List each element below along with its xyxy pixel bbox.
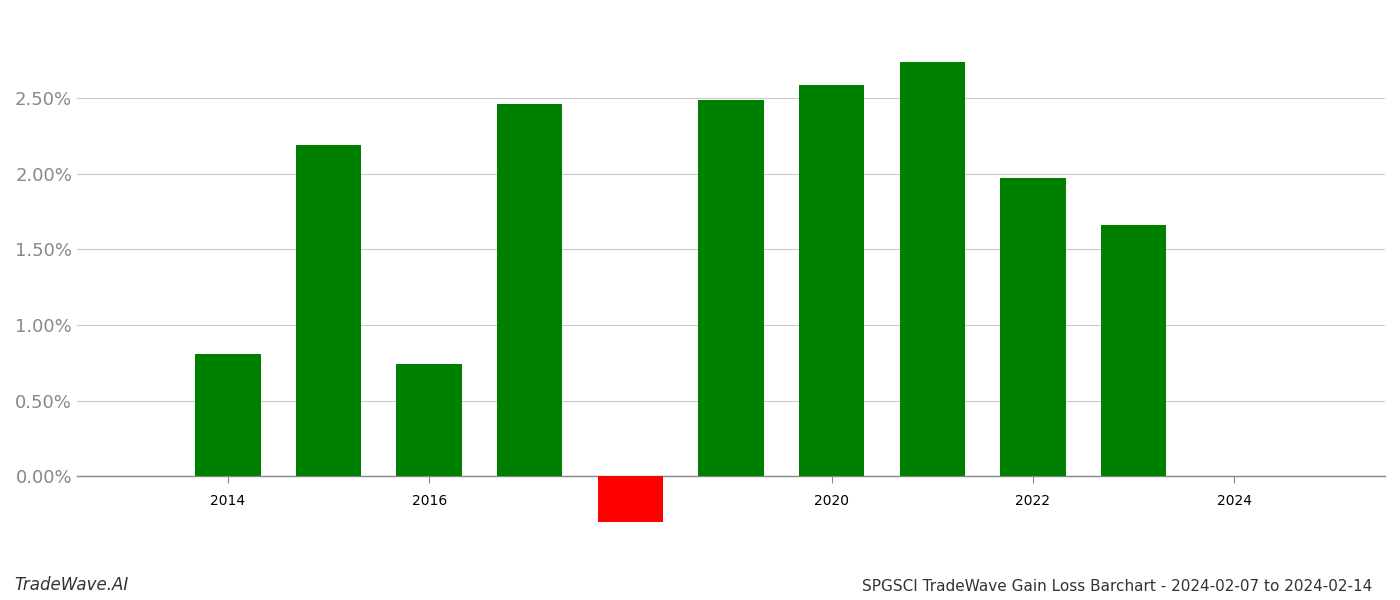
Bar <box>295 145 361 476</box>
Bar <box>1000 178 1065 476</box>
Bar <box>900 62 965 476</box>
Bar <box>195 354 260 476</box>
Text: SPGSCI TradeWave Gain Loss Barchart - 2024-02-07 to 2024-02-14: SPGSCI TradeWave Gain Loss Barchart - 20… <box>862 579 1372 594</box>
Bar <box>1100 225 1166 476</box>
Bar <box>598 476 664 522</box>
Text: TradeWave.AI: TradeWave.AI <box>14 576 129 594</box>
Bar <box>497 104 563 476</box>
Bar <box>699 100 763 476</box>
Bar <box>396 364 462 476</box>
Bar <box>799 85 864 476</box>
